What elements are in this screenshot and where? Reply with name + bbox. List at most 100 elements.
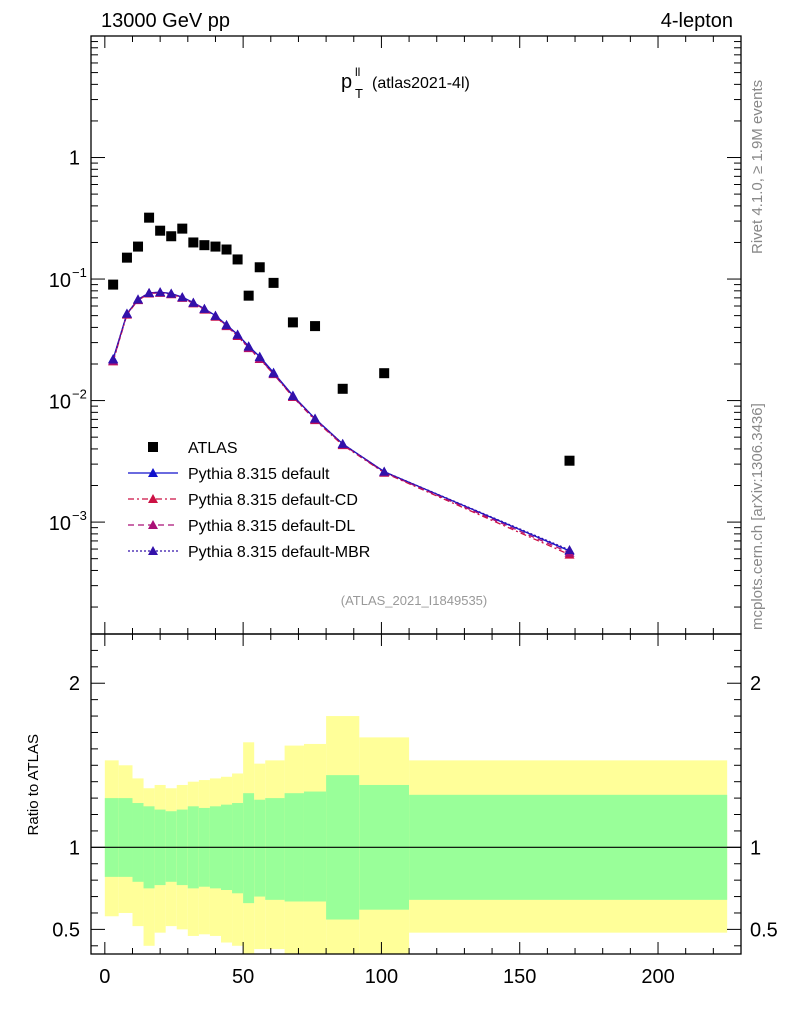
series-line-default [112,291,570,552]
ratio-y-axis-label: Ratio to ATLAS [25,734,42,835]
ratio-inner-band-13 [254,799,266,897]
data-point-7 [188,237,199,248]
series-line-dl [112,291,570,554]
series-marker-mbr-10 [221,320,232,330]
ratio-inner-band-14 [265,798,285,900]
data-point-4 [155,225,166,236]
legend-label-data: ATLAS [188,440,238,457]
series-marker-mbr-5 [166,288,177,298]
data-point-19 [564,455,575,466]
legend: ATLAS Pythia 8.315 default Pythia 8.315 de… [128,440,370,561]
series-marker-mbr-4 [155,287,166,297]
series-marker-mbr-11 [232,329,243,339]
data-point-1 [121,252,132,263]
data-point-15 [287,317,298,328]
data-point-14 [268,277,279,288]
y-tick-label-main-1: 10 [49,270,71,292]
data-point-11 [232,254,243,265]
series-marker-mbr-9 [210,310,221,320]
ratio-inner-band-5 [165,811,177,882]
ratio-inner-band-16 [303,791,327,902]
y-tick-label-ratio-right-0: 2 [750,673,761,695]
y-tick-label-ratio-right-2: 0.5 [750,919,778,941]
legend-label-mbr: Pythia 8.315 default-MBR [188,544,370,561]
series-marker-mbr-15 [287,391,298,401]
title-main: p [341,71,352,93]
series-marker-mbr-8 [199,303,210,313]
y-tick-exp-main-1: −1 [72,265,87,280]
series-line-cd [112,292,570,556]
ratio-inner-band-12 [243,793,255,904]
title-sup: ll [355,65,360,79]
data-point-16 [310,321,321,332]
y-tick-label-main-0: 1 [69,148,80,170]
title-sub: T [355,86,363,101]
data-points-group [108,212,575,466]
series-marker-mbr-16 [310,413,321,423]
y-tick-exp-main-3: −3 [72,508,87,523]
series-marker-mbr-7 [188,297,199,307]
legend-marker-mbr [148,546,158,555]
x-tick-label-0: 0 [99,966,110,988]
ratio-inner-band-2 [132,803,144,882]
legend-marker-data [148,442,158,452]
data-point-9 [210,241,221,252]
series-marker-mbr-2 [133,294,144,304]
data-point-2 [133,241,144,252]
mc-series-group [108,287,575,559]
data-point-5 [166,231,177,242]
data-point-6 [177,223,188,234]
series-marker-mbr-12 [243,341,254,351]
data-point-10 [221,244,232,255]
watermark-label: (ATLAS_2021_I1849535) [341,593,487,608]
legend-marker-default [148,468,158,477]
series-marker-mbr-0 [108,354,119,364]
ratio-plot-frame [90,633,742,955]
data-point-3 [144,212,155,223]
mcplots-side-label: mcplots.cern.ch [arXiv:1306.3436] [749,403,766,630]
y-tick-label-ratio-left-1: 1 [69,837,80,859]
series-marker-mbr-17 [337,438,348,448]
y-tick-label-ratio-left-2: 0.5 [52,919,80,941]
data-point-0 [108,279,119,290]
legend-label-cd: Pythia 8.315 default-CD [188,492,358,509]
series-marker-mbr-18 [379,466,390,476]
y-tick-label-main-2: 10 [49,392,71,414]
data-point-17 [337,383,348,394]
ratio-inner-band-11 [232,803,244,894]
y-tick-label-main-3: 10 [49,513,71,535]
legend-label-default: Pythia 8.315 default [188,466,330,483]
x-tick-label-4: 200 [641,966,674,988]
data-point-13 [254,262,265,273]
ratio-inner-band-1 [118,798,133,877]
header-left: 13000 GeV pp [101,10,230,32]
y-tick-label-ratio-right-1: 1 [750,837,761,859]
legend-marker-cd [148,494,158,503]
series-marker-mbr-13 [254,352,265,362]
series-line-mbr [112,291,570,551]
series-marker-mbr-6 [177,292,188,302]
x-tick-label-3: 150 [503,966,536,988]
plot-title: p ll T (atlas2021-4l) [341,65,470,101]
series-marker-mbr-14 [268,368,279,378]
header-right: 4-lepton [661,10,733,32]
x-tick-label-1: 50 [232,966,254,988]
y-tick-label-ratio-left-0: 2 [69,673,80,695]
series-marker-mbr-1 [121,308,132,318]
series-marker-mbr-19 [564,544,575,554]
title-suffix: (atlas2021-4l) [372,75,470,92]
series-marker-mbr-3 [144,287,155,297]
ratio-bands-group [104,716,728,954]
rivet-side-label: Rivet 4.1.0, ≥ 1.9M events [749,80,766,254]
data-point-12 [243,290,254,301]
data-point-8 [199,240,210,251]
data-point-18 [379,368,390,379]
axis-ticks-group [91,36,741,954]
x-tick-label-2: 100 [365,966,398,988]
legend-label-dl: Pythia 8.315 default-DL [188,518,355,535]
ratio-inner-band-0 [104,798,119,877]
y-tick-exp-main-2: −2 [72,387,87,402]
legend-marker-dl [148,520,158,529]
